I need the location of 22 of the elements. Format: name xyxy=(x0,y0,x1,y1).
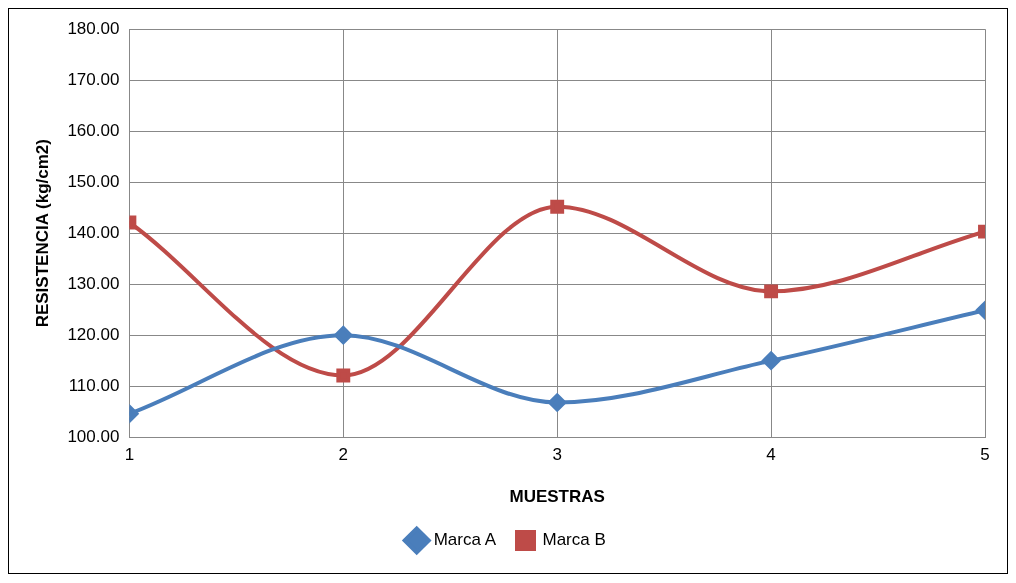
y-tick-label: 120.00 xyxy=(67,324,120,344)
y-tick-label: 180.00 xyxy=(67,18,120,38)
y-axis-title: RESISTENCIA (kg/cm2) xyxy=(32,139,52,328)
x-tick-label: 3 xyxy=(552,445,562,465)
y-tick-label: 150.00 xyxy=(67,171,120,191)
x-axis-title: MUESTRAS xyxy=(509,487,605,507)
point xyxy=(334,326,353,345)
x-tick-label: 5 xyxy=(980,445,990,465)
x-tick-label: 1 xyxy=(124,445,135,465)
y-tick-label: 110.00 xyxy=(68,375,120,395)
point xyxy=(548,393,567,412)
x-tick-label: 4 xyxy=(766,445,776,465)
point xyxy=(336,368,351,383)
x-tick-label: 2 xyxy=(338,445,349,465)
legend-label: Marca B xyxy=(542,530,606,550)
y-tick-label: 140.00 xyxy=(67,222,120,242)
y-tick-label: 100.00 xyxy=(67,426,120,446)
y-tick-label: 160.00 xyxy=(67,120,120,140)
point xyxy=(550,199,565,214)
legend-label: Marca A xyxy=(433,530,497,550)
y-tick-label: 170.00 xyxy=(67,69,120,89)
y-tick-label: 130.00 xyxy=(67,273,120,293)
